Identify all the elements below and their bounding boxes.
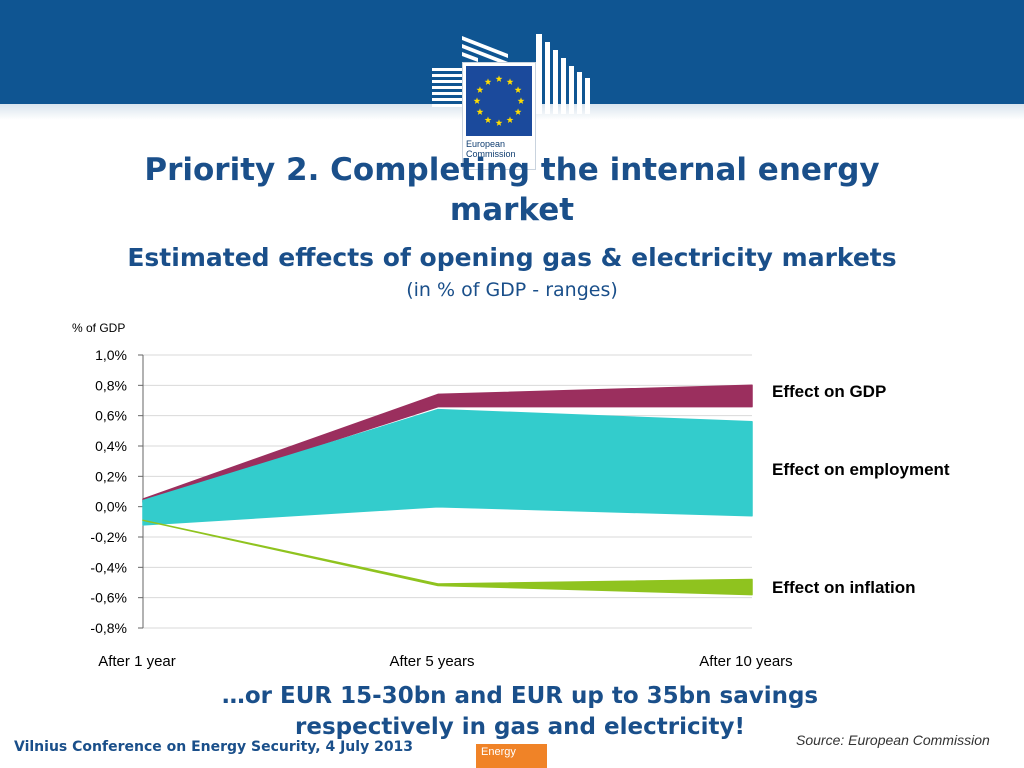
logo-line-1: European <box>466 139 506 149</box>
eu-star-icon <box>476 108 484 115</box>
logo-text: European Commission <box>466 139 534 159</box>
eu-flag-icon <box>466 66 532 136</box>
source-note: Source: European Commission <box>796 732 990 748</box>
eu-star-icon <box>506 78 514 85</box>
series-band-effect-on-employment <box>142 408 753 526</box>
series-label: Effect on employment <box>772 460 950 479</box>
y-tick-label: 0,8% <box>95 377 127 393</box>
effects-chart: 1,0% 0,8% 0,6% 0,4% 0,2% 0,0% -0,2% -0,4% -0,6% -… <box>72 321 950 670</box>
y-tick-label: -0,6% <box>90 590 127 606</box>
eu-star-icon <box>495 119 503 126</box>
eu-star-icon <box>476 86 484 93</box>
eu-star-icon <box>484 78 492 85</box>
y-tick-label: -0,4% <box>90 559 127 575</box>
eu-star-icon <box>514 86 522 93</box>
savings-caption: …or EUR 15-30bn and EUR up to 35bn savin… <box>120 681 920 743</box>
logo-card: European Commission <box>462 62 536 170</box>
x-tick-label: After 5 years <box>389 653 474 670</box>
savings-caption-line-1: …or EUR 15-30bn and EUR up to 35bn savin… <box>221 683 819 709</box>
footer-event: Vilnius Conference on Energy Security, 4… <box>14 739 414 755</box>
berlaymont-building-icon <box>432 34 590 114</box>
y-tick-label: 0,0% <box>95 499 127 515</box>
eu-star-icon <box>514 108 522 115</box>
source-prefix: Source: <box>796 732 845 748</box>
page-title-line-2: market <box>449 192 575 228</box>
source-name: European Commission <box>848 732 990 748</box>
energy-section-tab: Energy <box>476 744 547 768</box>
eu-star-icon <box>484 116 492 123</box>
chart-subheading: (in % of GDP - ranges) <box>406 279 618 301</box>
y-tick-label: 0,6% <box>95 408 127 424</box>
y-axis-title: % of GDP <box>72 321 125 335</box>
series-label: Effect on inflation <box>772 578 916 597</box>
y-tick-label: -0,8% <box>90 620 127 636</box>
page-title-line-1: Priority 2. Completing the internal ener… <box>144 152 880 188</box>
eu-star-icon <box>495 75 503 82</box>
savings-caption-line-2: respectively in gas and electricity! <box>295 714 745 740</box>
y-tick-label: 1,0% <box>95 347 127 363</box>
series-band-effect-on-inflation <box>142 519 753 596</box>
y-tick-label: 0,4% <box>95 438 127 454</box>
x-tick-label: After 10 years <box>699 653 792 670</box>
eu-star-icon <box>473 97 481 104</box>
european-commission-logo: European Commission <box>428 28 598 170</box>
x-tick-label: After 1 year <box>98 653 176 670</box>
eu-star-icon <box>506 116 514 123</box>
chart-heading: Estimated effects of opening gas & elect… <box>127 243 897 272</box>
eu-star-icon <box>517 97 525 104</box>
page-title: Priority 2. Completing the internal ener… <box>0 150 1024 230</box>
series-label: Effect on GDP <box>772 382 886 401</box>
logo-line-2: Commission <box>466 149 516 159</box>
y-tick-label: 0,2% <box>95 468 127 484</box>
y-tick-label: -0,2% <box>90 529 127 545</box>
